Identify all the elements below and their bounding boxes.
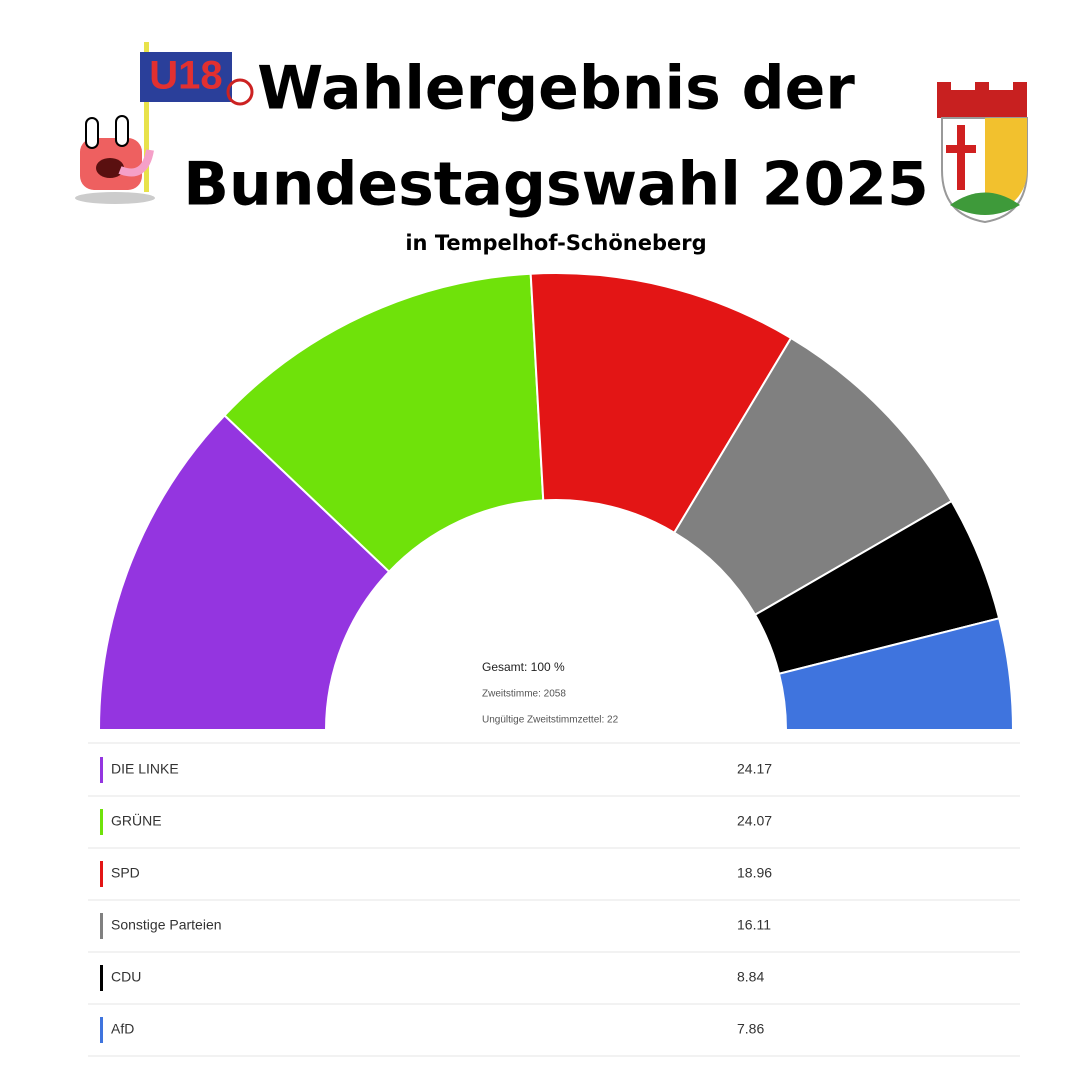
row-label: DIE LINKE — [111, 761, 179, 777]
row-label: SPD — [111, 865, 140, 881]
legend-swatch — [100, 1017, 103, 1043]
chart-title: Bundestagswahl 2025 — [183, 150, 928, 220]
row-value: 18.96 — [737, 865, 772, 881]
row-value: 24.17 — [737, 761, 772, 777]
center-text: Gesamt: 100 % — [482, 660, 565, 674]
logo-text: U18 — [149, 54, 222, 98]
row-value: 8.84 — [737, 969, 764, 985]
legend-swatch — [100, 757, 103, 783]
coat-of-arms — [937, 82, 1028, 224]
row-label: GRÜNE — [111, 812, 162, 829]
row-label: CDU — [111, 969, 141, 985]
row-value: 7.86 — [737, 1021, 764, 1037]
legend-swatch — [100, 861, 103, 887]
chart-title: Wahlergebnis der — [257, 54, 855, 124]
center-text: Zweitstimme: 2058 — [482, 689, 566, 700]
arc-segment — [97, 413, 391, 731]
arc-segment — [529, 272, 793, 535]
arc-segment — [777, 617, 1015, 731]
chart-subtitle: in Tempelhof-Schöneberg — [405, 231, 706, 255]
row-value: 16.11 — [737, 917, 771, 933]
legend-swatch — [100, 913, 103, 939]
row-label: Sonstige Parteien — [111, 917, 222, 933]
legend-swatch — [100, 809, 103, 835]
row-label: AfD — [111, 1021, 134, 1037]
arc-segment — [223, 272, 545, 574]
legend-swatch — [100, 965, 103, 991]
logo: U18 — [140, 42, 254, 192]
row-value: 24.07 — [737, 813, 772, 829]
center-text: Ungültige Zweitstimmzettel: 22 — [482, 715, 619, 726]
mascot — [75, 115, 155, 204]
